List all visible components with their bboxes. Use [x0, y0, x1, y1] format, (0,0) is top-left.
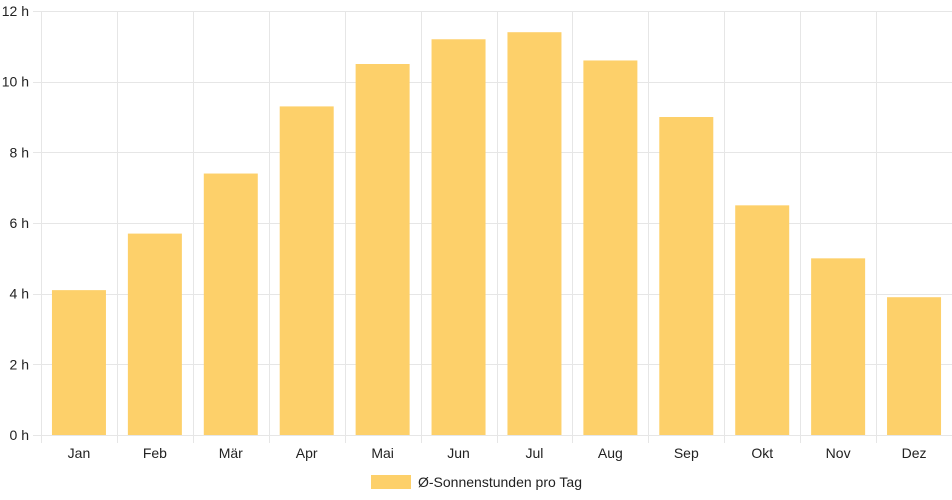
y-tick-label: 0 h: [10, 427, 29, 443]
bar-apr[interactable]: [279, 106, 334, 436]
x-tick-label: Nov: [826, 445, 851, 461]
y-tick-label: 6 h: [10, 215, 29, 231]
bar-mär[interactable]: [203, 173, 258, 436]
y-tick-label: 4 h: [10, 286, 29, 302]
bar-aug[interactable]: [583, 60, 638, 435]
y-tick-label: 10 h: [2, 74, 29, 90]
bar-dez[interactable]: [887, 297, 942, 435]
bar-okt[interactable]: [735, 205, 790, 435]
x-tick-label: Jan: [68, 445, 91, 461]
legend[interactable]: Ø-Sonnenstunden pro Tag: [371, 474, 582, 490]
y-axis: 0 h 2 h 4 h 6 h 8 h 10 h 12 h: [2, 3, 29, 443]
bar-feb[interactable]: [127, 233, 182, 435]
x-tick-label: Jun: [447, 445, 470, 461]
x-tick-label: Feb: [143, 445, 167, 461]
bars: [51, 32, 942, 436]
x-tick-label: Mär: [219, 445, 243, 461]
x-tick-label: Dez: [902, 445, 927, 461]
y-tick-label: 2 h: [10, 356, 29, 372]
bar-jan[interactable]: [51, 290, 106, 435]
x-tick-label: Jul: [526, 445, 544, 461]
y-tick-label: 8 h: [10, 144, 29, 160]
x-tick-label: Sep: [674, 445, 699, 461]
x-axis: Jan Feb Mär Apr Mai Jun Jul Aug Sep Okt Nov Dez: [68, 445, 927, 461]
x-tick-label: Okt: [751, 445, 773, 461]
bar-jun[interactable]: [431, 39, 486, 436]
grid: [33, 11, 952, 443]
legend-swatch[interactable]: [371, 475, 411, 489]
bar-jul[interactable]: [507, 32, 562, 435]
bar-mai[interactable]: [355, 64, 410, 435]
x-tick-label: Apr: [296, 445, 318, 461]
bar-nov[interactable]: [811, 258, 866, 435]
x-tick-label: Aug: [598, 445, 623, 461]
bar-sep[interactable]: [659, 117, 714, 435]
legend-label[interactable]: Ø-Sonnenstunden pro Tag: [418, 474, 582, 490]
y-tick-label: 12 h: [2, 3, 29, 19]
x-tick-label: Mai: [371, 445, 394, 461]
